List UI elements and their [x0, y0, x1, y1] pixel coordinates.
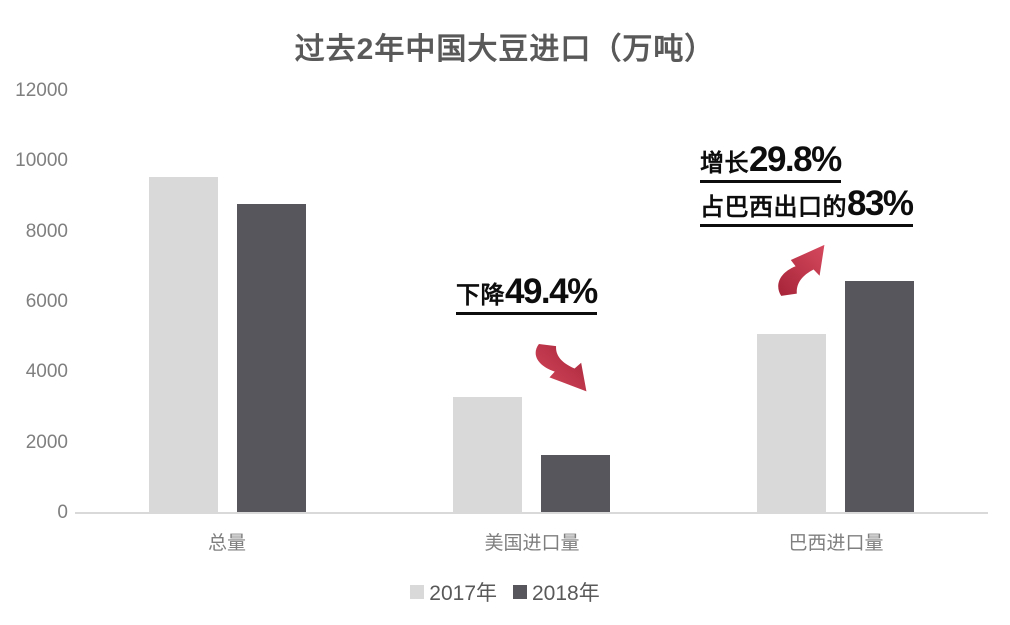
decrease-arrow-icon: [531, 343, 597, 395]
annotation-brazil-share: 占巴西出口的 83%: [700, 184, 914, 227]
y-tick-label: 8000: [25, 220, 68, 242]
legend-item-2017: 2017年: [410, 577, 497, 607]
y-tick-label: 10000: [15, 150, 68, 172]
x-axis-label-总量: 总量: [207, 533, 246, 554]
annotation-value: 83%: [847, 184, 914, 223]
x-axis-label-美国进口量: 美国进口量: [484, 533, 580, 554]
x-axis-label-巴西进口量: 巴西进口量: [788, 533, 884, 554]
x-axis-line: [75, 512, 988, 514]
bar-2017年-巴西进口量: [757, 334, 826, 513]
bar-2018年-总量: [237, 204, 306, 513]
legend-item-2018: 2018年: [513, 577, 600, 607]
annotation-value: 29.8%: [749, 140, 842, 179]
bar-2018年-美国进口量: [541, 455, 610, 513]
y-tick-label: 2000: [25, 431, 68, 453]
annotation-value: 49.4%: [505, 272, 598, 311]
y-tick-label: 4000: [25, 361, 68, 383]
y-tick-label: 0: [57, 502, 68, 523]
chart-legend: 2017年 2018年: [0, 577, 1010, 607]
bar-2017年-总量: [149, 177, 218, 513]
y-tick-label: 6000: [25, 291, 68, 312]
bar-2018年-巴西进口量: [845, 281, 914, 513]
annotation-us-decrease: 下降 49.4%: [456, 272, 598, 315]
chart-title: 过去2年中国大豆进口（万吨）: [294, 33, 716, 66]
legend-swatch-2017: [410, 585, 425, 599]
legend-swatch-2018: [513, 585, 527, 599]
annotation-prefix: 占巴西出口的: [700, 194, 847, 221]
legend-label: 2018年: [532, 582, 600, 605]
y-tick-label: 12000: [15, 80, 68, 101]
annotation-prefix: 增长: [700, 150, 749, 177]
annotation-brazil-increase: 增长 29.8%: [700, 140, 842, 183]
annotation-prefix: 下降: [456, 282, 505, 309]
bar-2017年-美国进口量: [453, 397, 522, 513]
legend-label: 2017年: [429, 582, 497, 605]
increase-arrow-icon: [774, 241, 834, 297]
